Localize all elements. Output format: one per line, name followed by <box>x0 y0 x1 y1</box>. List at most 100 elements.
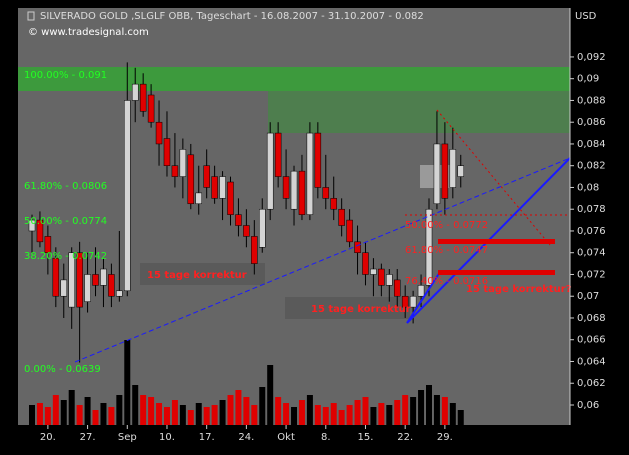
volume-bar <box>370 407 377 425</box>
y-tick-label: 0,08 <box>577 182 599 193</box>
annotation: 15 tage korrektur <box>147 270 247 281</box>
volume-bar <box>92 410 99 425</box>
candle-body <box>84 274 91 302</box>
candle-body <box>346 219 353 243</box>
annotation-box <box>285 297 410 319</box>
annotation: 76.40% - 0.0716 <box>405 276 488 287</box>
volume-bar <box>441 397 448 425</box>
candle-body <box>322 187 330 199</box>
candle-body <box>52 257 60 297</box>
candle-body <box>92 274 99 286</box>
y-tick-label: 0,092 <box>577 52 606 63</box>
candle-body <box>417 285 425 297</box>
volume-bar <box>243 397 250 425</box>
x-tick-label: 10. <box>159 432 175 443</box>
x-tick-label: 17. <box>199 432 215 443</box>
volume-bar <box>283 403 290 425</box>
volume-bar <box>291 407 298 425</box>
icon <box>27 11 35 21</box>
candle-body <box>298 170 306 215</box>
volume-bar <box>410 397 417 425</box>
candle-body <box>330 198 337 210</box>
y-tick-label: 0,068 <box>577 313 606 324</box>
volume-bar <box>76 405 83 425</box>
candle-body <box>76 252 83 308</box>
resistance-zone <box>268 91 570 133</box>
candle-body <box>28 219 36 232</box>
fib-label: 61.80% - 0.0806 <box>24 181 107 192</box>
volume-bar <box>426 385 432 425</box>
volume-bar <box>259 387 266 425</box>
candle-body <box>131 83 139 101</box>
candle-body <box>370 268 377 275</box>
x-tick-label: Okt <box>277 432 295 443</box>
fib-label: 38.20% - 0.0742 <box>24 251 107 262</box>
volume-bar <box>433 395 440 425</box>
volume-bar <box>163 407 170 425</box>
volume-bar <box>314 405 321 425</box>
volume-bar <box>187 410 194 425</box>
volume-bar <box>275 397 282 425</box>
volume-bar <box>251 405 258 425</box>
volume-bar <box>306 395 313 425</box>
annotation: 15 tage korrektur <box>311 304 411 315</box>
fib-band <box>438 239 555 244</box>
y-tick-label: 0,072 <box>577 269 606 280</box>
volume-bar <box>68 390 75 425</box>
candle-body <box>282 176 290 199</box>
trend-line <box>74 157 571 363</box>
annotation: 15 tage korrektur? <box>466 284 572 295</box>
axis-label: USD <box>575 11 597 22</box>
candle-body <box>441 143 449 199</box>
candle-body <box>163 138 171 166</box>
volume-bar <box>330 403 337 425</box>
candle-body <box>227 181 234 215</box>
candle-body <box>116 290 123 297</box>
volume-bar <box>156 403 163 425</box>
y-tick-label: 0,066 <box>577 335 606 346</box>
volume-bar <box>171 400 178 425</box>
annotation: 50.00% - 0.0772 <box>405 220 488 231</box>
x-tick-label: 24. <box>238 432 254 443</box>
volume-bar <box>322 407 329 425</box>
candle-body <box>243 225 250 237</box>
candle-body <box>68 252 75 308</box>
fib-label: 100.00% - 0.091 <box>24 70 107 81</box>
y-tick-label: 0,07 <box>577 291 599 302</box>
x-tick-label: 27. <box>80 432 96 443</box>
candle-body <box>314 132 322 188</box>
x-tick-label: 8. <box>321 432 331 443</box>
volume-bar <box>203 407 210 425</box>
candle-body <box>290 170 298 210</box>
candle-body <box>155 121 163 145</box>
volume-bar <box>362 397 369 425</box>
candle-body <box>100 268 107 286</box>
y-tick-label: 0,086 <box>577 117 606 128</box>
volume-bar <box>124 340 131 425</box>
volume-bar <box>211 405 218 425</box>
volume-bar <box>267 365 274 425</box>
candle-body <box>393 279 401 297</box>
y-tick-label: 0,064 <box>577 356 606 367</box>
chart-subtitle: © www.tradesignal.com <box>28 27 149 38</box>
y-tick-label: 0,088 <box>577 95 606 106</box>
candle-body <box>457 165 465 177</box>
candle-body <box>409 295 417 308</box>
volume-bar <box>100 403 107 425</box>
fib-band <box>438 270 555 275</box>
candle-body <box>425 208 433 286</box>
volume-bar <box>227 395 234 425</box>
volume-bar <box>449 403 456 425</box>
y-tick-label: 0,078 <box>577 204 606 215</box>
y-tick-label: 0,062 <box>577 378 606 389</box>
fib-line <box>436 109 551 246</box>
candle-body <box>171 165 179 177</box>
volume-bar <box>354 400 361 425</box>
candle-body <box>60 279 68 297</box>
volume-bar <box>402 395 409 425</box>
annotation-box <box>140 263 265 285</box>
volume-bar <box>346 405 353 425</box>
candle-body <box>44 236 52 253</box>
volume-bar <box>60 400 67 425</box>
